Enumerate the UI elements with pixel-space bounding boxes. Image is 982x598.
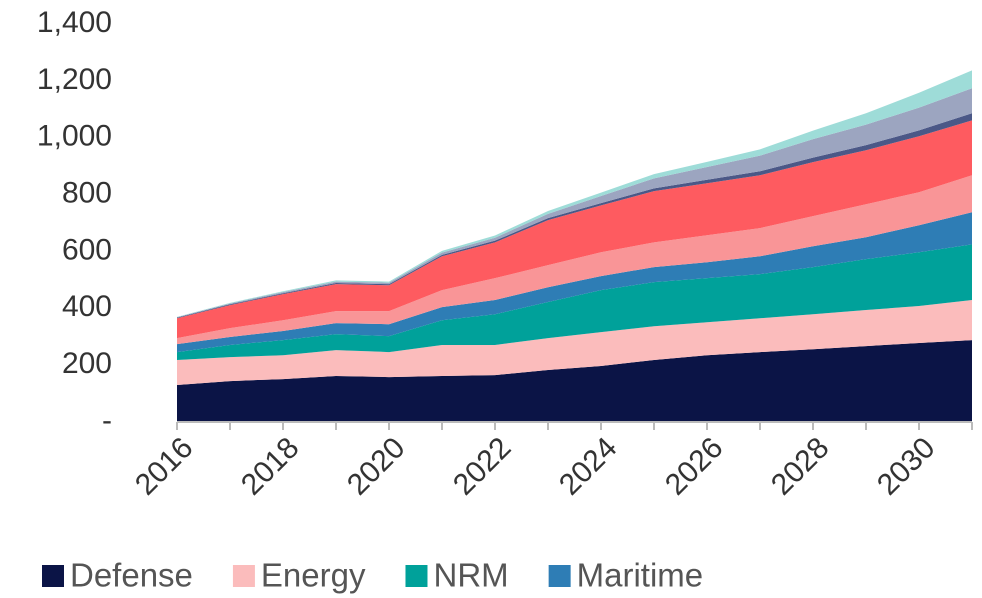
area (177, 340, 972, 422)
legend-swatch (548, 565, 571, 587)
legend-label: Energy (261, 557, 366, 594)
y-tick-label: 400 (62, 290, 112, 323)
x-tick-label: 2028 (765, 431, 836, 502)
x-tick-label: 2018 (235, 431, 306, 502)
legend-swatch (232, 565, 255, 587)
x-tick-label: 2024 (553, 431, 624, 502)
x-tick-label: 2022 (447, 431, 518, 502)
legend-label: Defense (70, 557, 193, 594)
y-tick-label: - (102, 404, 112, 437)
area (177, 175, 972, 345)
y-tick-label: 1,000 (37, 120, 112, 153)
x-tick-label: 2030 (871, 431, 942, 502)
area (177, 244, 972, 361)
y-tick-label: 1,400 (37, 6, 112, 39)
area (177, 300, 972, 386)
legend-swatch (42, 565, 64, 587)
legend-label: Maritime (577, 557, 704, 594)
legend-swatch (405, 565, 428, 587)
y-tick-label: 800 (62, 176, 112, 209)
y-tick-label: 600 (62, 233, 112, 266)
x-tick-label: 2020 (341, 431, 412, 502)
legend-label: NRM (433, 557, 508, 594)
x-tick-label: 2016 (129, 431, 200, 502)
x-tick-label: 2026 (659, 431, 730, 502)
area (177, 120, 972, 339)
area (177, 212, 972, 353)
y-tick-label: 200 (62, 347, 112, 380)
y-tick-label: 1,200 (37, 63, 112, 96)
